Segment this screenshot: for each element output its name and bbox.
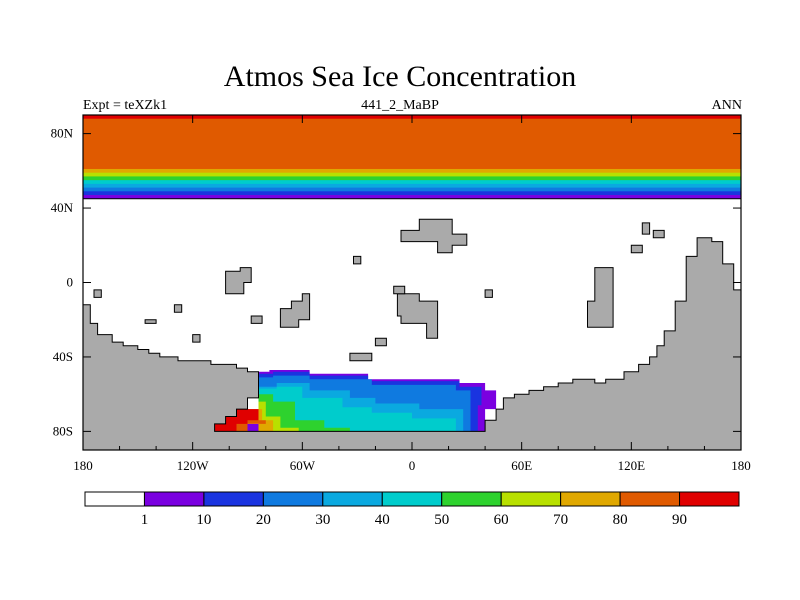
- x-tick-label: 180: [731, 458, 751, 473]
- colorbar-swatch: [441, 491, 502, 507]
- x-tick-label: 180: [73, 458, 93, 473]
- antarctic-ice-region: [258, 394, 350, 432]
- colorbar-swatch: [500, 491, 562, 507]
- colorbar-label: 20: [256, 512, 271, 528]
- arctic-ice-band: [83, 115, 741, 169]
- x-tick-label: 120E: [618, 458, 646, 473]
- colorbar-label: 40: [375, 512, 390, 528]
- map-layer: [82, 114, 742, 451]
- y-tick-label: 40N: [51, 200, 74, 215]
- y-tick-label: 0: [67, 275, 74, 290]
- colorbar-swatch: [143, 491, 205, 507]
- land-mass: [353, 255, 362, 265]
- land-mass: [93, 289, 102, 298]
- colorbar-swatch: [322, 491, 383, 507]
- colorbar-label: 80: [613, 512, 628, 528]
- land-mass: [484, 289, 493, 298]
- map-axes: 180 120W 60W 0 60E 120E 180 80N 40N 0 40S 80S: [51, 115, 751, 473]
- x-tick-label: 60W: [290, 458, 316, 473]
- land-mass: [652, 229, 665, 239]
- colorbar-label: 1: [141, 512, 149, 528]
- land-mass: [374, 337, 387, 347]
- experiment-label: Expt = teXZk1: [83, 98, 168, 113]
- land-mass: [250, 315, 263, 324]
- y-tick-label: 80S: [53, 423, 73, 438]
- land-mass: [279, 293, 311, 328]
- colorbar: 1 10 20 30 40 50 60 70 80 90: [84, 491, 740, 528]
- colorbar-swatch: [84, 491, 145, 507]
- period-label: 441_2_MaBP: [361, 98, 439, 113]
- colorbar-label: 50: [434, 512, 449, 528]
- land-mass: [587, 267, 614, 328]
- plot-title: Atmos Sea Ice Concentration: [223, 60, 577, 93]
- land-mass: [396, 293, 439, 339]
- y-tick-label: 80N: [51, 126, 74, 141]
- land-mass: [641, 222, 651, 235]
- season-label: ANN: [711, 98, 742, 113]
- x-tick-label: 0: [409, 458, 416, 473]
- x-tick-label: 120W: [177, 458, 210, 473]
- colorbar-swatch: [381, 491, 443, 507]
- land-mass: [173, 304, 183, 313]
- land-mass: [82, 237, 742, 451]
- antarctic-ice-region: [214, 409, 259, 432]
- colorbar-label: 90: [672, 512, 687, 528]
- colorbar-swatch: [262, 491, 324, 507]
- colorbar-label: 70: [553, 512, 568, 528]
- colorbar-label: 30: [315, 512, 330, 528]
- y-tick-label: 40S: [53, 349, 73, 364]
- colorbar-swatch: [560, 491, 621, 507]
- land-mass: [400, 218, 468, 254]
- land-mass: [225, 267, 252, 295]
- colorbar-label: 10: [196, 512, 211, 528]
- x-tick-label: 60E: [511, 458, 532, 473]
- colorbar-swatch: [203, 491, 264, 507]
- colorbar-swatch: [679, 491, 740, 507]
- land-mass: [393, 285, 406, 295]
- colorbar-label: 60: [494, 512, 509, 528]
- land-mass: [630, 244, 643, 254]
- land-mass: [192, 334, 201, 343]
- land-mass: [144, 319, 157, 324]
- colorbar-swatch: [619, 491, 681, 507]
- land-mass: [349, 352, 373, 362]
